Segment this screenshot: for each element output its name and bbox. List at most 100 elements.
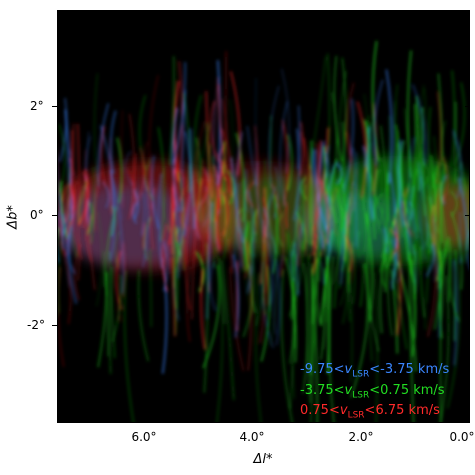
filament xyxy=(437,73,443,167)
filament xyxy=(374,192,383,225)
filament xyxy=(364,212,374,322)
filament xyxy=(338,57,347,187)
filament xyxy=(148,74,159,192)
filament xyxy=(437,160,450,253)
filament xyxy=(362,145,367,167)
filament xyxy=(109,169,124,294)
filament xyxy=(208,144,212,228)
filament xyxy=(228,239,234,274)
filament xyxy=(407,186,415,255)
filament xyxy=(262,197,268,242)
filament xyxy=(431,205,435,246)
filament xyxy=(172,108,180,212)
filament xyxy=(264,159,279,255)
filament xyxy=(335,183,350,293)
filament xyxy=(339,243,348,306)
legend-entry-blue: -9.75<vLSR<-3.75 km/s xyxy=(300,362,450,380)
filament xyxy=(235,132,246,222)
filament xyxy=(341,210,347,272)
filament xyxy=(399,140,410,215)
filament xyxy=(203,243,209,393)
filament xyxy=(411,84,427,167)
filament xyxy=(58,124,66,194)
filament xyxy=(279,101,288,206)
filament xyxy=(65,211,70,288)
filament xyxy=(331,188,338,236)
filament xyxy=(356,101,367,199)
filament xyxy=(357,231,361,258)
filament xyxy=(124,270,134,422)
filament xyxy=(204,186,210,234)
filament xyxy=(178,170,187,201)
filament xyxy=(198,122,212,222)
filament xyxy=(267,187,276,240)
filament xyxy=(109,266,113,375)
filament xyxy=(181,208,187,229)
filament xyxy=(397,140,406,227)
filament xyxy=(217,84,233,197)
filament xyxy=(383,228,388,253)
filament xyxy=(102,251,105,288)
x-tick-mark xyxy=(252,10,253,15)
filament xyxy=(402,188,414,237)
filament xyxy=(59,185,67,257)
filament xyxy=(373,79,384,166)
filament xyxy=(419,176,424,250)
filament xyxy=(196,178,205,240)
filament xyxy=(310,272,314,422)
filament xyxy=(289,253,298,364)
filament xyxy=(450,211,463,290)
filament xyxy=(442,157,449,203)
sky-image xyxy=(57,10,470,423)
filament xyxy=(100,126,107,187)
filament xyxy=(193,94,202,184)
filament xyxy=(82,186,96,290)
filament xyxy=(293,128,300,221)
filament xyxy=(174,242,180,310)
filament xyxy=(459,211,462,264)
filament xyxy=(334,140,338,252)
filament xyxy=(454,82,466,165)
filament xyxy=(408,184,415,208)
filament xyxy=(373,169,379,240)
filament xyxy=(436,91,442,183)
filament xyxy=(393,217,402,335)
filament xyxy=(91,166,95,244)
filament xyxy=(121,193,124,220)
y-tick-mark xyxy=(52,106,57,107)
legend-symbol: v xyxy=(344,382,353,398)
x-tick-label: 4.0° xyxy=(239,430,265,444)
filament xyxy=(161,257,168,374)
filament xyxy=(162,240,169,292)
filament xyxy=(450,70,456,167)
filament xyxy=(361,195,367,255)
filament xyxy=(328,172,336,204)
filament xyxy=(137,147,145,202)
filament xyxy=(273,255,284,335)
filament xyxy=(133,153,138,205)
filament xyxy=(302,184,309,244)
legend-subscript: LSR xyxy=(347,410,365,421)
filament xyxy=(425,203,429,304)
filament xyxy=(97,103,109,187)
filament xyxy=(309,140,313,246)
filament xyxy=(308,165,316,241)
filament xyxy=(64,109,73,222)
filament xyxy=(288,240,304,317)
filament xyxy=(452,130,462,198)
legend-symbol: v xyxy=(339,403,348,419)
filament xyxy=(366,237,380,352)
filament xyxy=(235,131,244,250)
filament xyxy=(324,235,328,323)
filament xyxy=(380,157,385,214)
filament xyxy=(209,260,217,311)
filament xyxy=(255,221,257,243)
filament xyxy=(183,92,195,207)
filament xyxy=(109,251,116,359)
filament xyxy=(229,266,245,372)
filament xyxy=(221,191,229,237)
legend-hi: -3.75 xyxy=(380,362,414,377)
filament xyxy=(116,137,123,204)
filament xyxy=(462,177,469,264)
legend-lo: -3.75 xyxy=(300,382,334,398)
